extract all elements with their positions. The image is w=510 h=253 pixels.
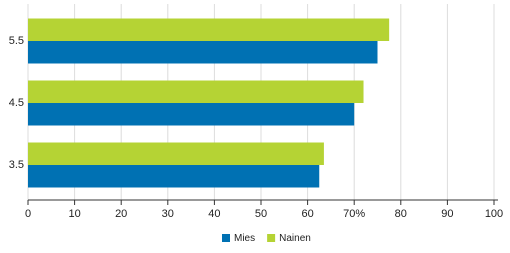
x-tick-label: 10 [68, 208, 80, 220]
x-tick-label: 90 [441, 208, 453, 220]
legend-label: Nainen [279, 233, 311, 244]
y-tick-label: 3.5 [9, 159, 24, 171]
x-tick-label: 80 [395, 208, 407, 220]
bar [28, 80, 364, 103]
legend-swatch [267, 234, 276, 242]
bar [28, 142, 324, 165]
legend-label: Mies [234, 233, 255, 244]
bar [28, 41, 378, 64]
x-tick-label: 40 [208, 208, 220, 220]
y-tick-label: 4.5 [9, 97, 24, 109]
x-tick-label: 20 [115, 208, 127, 220]
x-tick-label: 30 [162, 208, 174, 220]
x-tick-label: 60 [301, 208, 313, 220]
x-tick-label: 50 [255, 208, 267, 220]
x-tick-label: 100 [485, 208, 503, 220]
legend-swatch [222, 234, 230, 242]
bar [28, 103, 355, 126]
x-tick-label: 0 [25, 208, 31, 220]
x-tick-label: 70% [343, 208, 365, 220]
bar [28, 18, 390, 41]
y-tick-label: 5.5 [9, 35, 24, 47]
bar [28, 165, 320, 188]
